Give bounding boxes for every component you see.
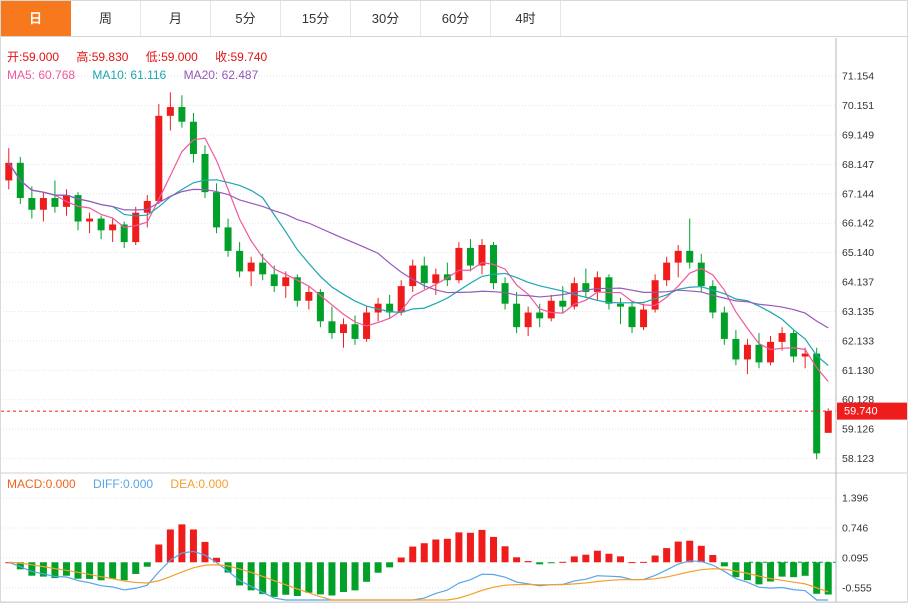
tab-月[interactable]: 月 <box>141 1 211 36</box>
tab-60分[interactable]: 60分 <box>421 1 491 36</box>
ma20-value: MA20: 62.487 <box>183 68 259 82</box>
price-tick: 66.142 <box>842 218 874 230</box>
tab-15分[interactable]: 15分 <box>281 1 351 36</box>
price-tick: 63.135 <box>842 306 874 318</box>
tab-30分[interactable]: 30分 <box>351 1 421 36</box>
macd-tick: 0.746 <box>842 522 868 534</box>
price-tick: 62.133 <box>842 335 874 347</box>
ma10-value: MA10: 61.116 <box>92 68 167 82</box>
price-tick: 71.154 <box>842 71 874 83</box>
gridlines <box>3 75 836 589</box>
ma10-line <box>8 162 829 366</box>
macd-tick: 0.095 <box>842 552 868 564</box>
y-axis-labels: 71.154 70.151 69.149 68.147 67.144 66.142 65.1… <box>842 71 874 595</box>
ohlc-legend: 开:59.000 高:59.830 低:59.000 收:59.740 <box>7 50 281 64</box>
price-tick: 68.147 <box>842 159 874 171</box>
price-tick: 70.151 <box>842 100 874 112</box>
ma5-line <box>8 137 829 382</box>
low-value: 低:59.000 <box>145 50 198 64</box>
last-price-badge <box>837 402 907 420</box>
candlestick-series <box>5 92 832 460</box>
last-price-label: 59.740 <box>844 406 878 418</box>
macd-histogram <box>5 524 832 597</box>
price-tick: 58.123 <box>842 453 874 465</box>
close-value: 收:59.740 <box>215 50 268 64</box>
macd-tick: -0.555 <box>842 582 872 594</box>
ma5-value: MA5: 60.768 <box>7 68 76 82</box>
open-value: 开:59.000 <box>7 50 60 64</box>
high-value: 高:59.830 <box>76 50 129 64</box>
macd-value: MACD:0.000 <box>7 477 76 491</box>
price-tick: 67.144 <box>842 188 874 200</box>
price-tick: 64.137 <box>842 277 874 289</box>
ma-legend: MA5: 60.768 MA10: 61.116 MA20: 62.487 <box>7 68 272 82</box>
macd-legend: MACD:0.000 DIFF:0.000 DEA:0.000 <box>7 477 242 491</box>
tab-5分[interactable]: 5分 <box>211 1 281 36</box>
tab-周[interactable]: 周 <box>71 1 141 36</box>
tab-4时[interactable]: 4时 <box>491 1 561 36</box>
ma20-line <box>8 162 829 329</box>
price-tick: 61.130 <box>842 365 874 377</box>
tab-日[interactable]: 日 <box>1 1 71 36</box>
price-tick: 69.149 <box>842 129 874 141</box>
macd-tick: 1.396 <box>842 493 868 505</box>
timeframe-tabbar: 日周月 5分 15分 30分 60分 4时 <box>1 1 907 37</box>
diff-value: DIFF:0.000 <box>93 477 154 491</box>
price-tick: 65.140 <box>842 247 874 259</box>
dea-line <box>8 561 829 601</box>
price-tick: 59.126 <box>842 424 874 436</box>
dea-value: DEA:0.000 <box>170 477 229 491</box>
diff-line <box>8 550 829 601</box>
